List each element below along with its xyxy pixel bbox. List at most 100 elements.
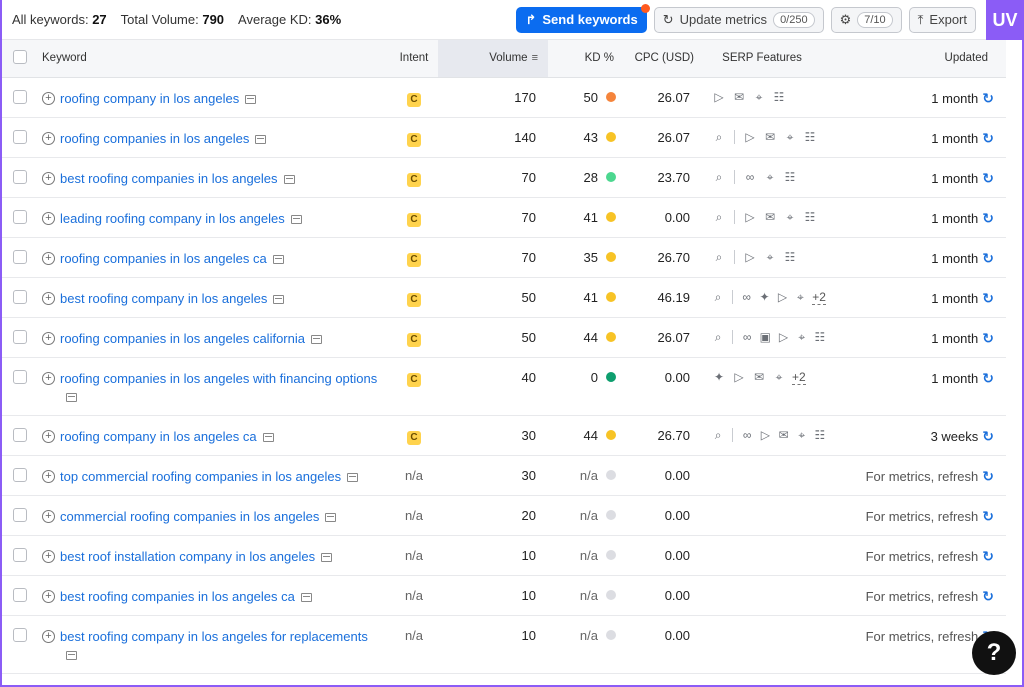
row-checkbox[interactable] — [13, 129, 27, 144]
refresh-icon[interactable]: ↻ — [982, 209, 994, 226]
video-icon[interactable]: ▷ — [777, 290, 788, 304]
local-pack-icon[interactable]: ⌖ — [786, 129, 794, 144]
add-plus-icon[interactable]: + — [42, 509, 55, 523]
sitelinks-icon[interactable]: ☷ — [773, 89, 785, 104]
keyword-link[interactable]: roofing companies in los angeles with fi… — [60, 370, 382, 406]
row-checkbox[interactable] — [13, 507, 27, 522]
refresh-icon[interactable]: ↻ — [982, 587, 994, 604]
row-checkbox[interactable] — [13, 169, 27, 184]
local-pack-icon[interactable]: ⌖ — [798, 427, 806, 442]
row-checkbox[interactable] — [13, 587, 27, 602]
sitelinks-icon[interactable]: ☷ — [804, 209, 816, 224]
keyword-link[interactable]: best roofing companies in los angeles — [60, 170, 295, 188]
local-pack-icon[interactable]: ⌖ — [798, 329, 806, 344]
add-plus-icon[interactable]: + — [42, 251, 55, 265]
row-checkbox[interactable] — [13, 329, 27, 344]
serp-page-icon[interactable] — [321, 552, 333, 562]
refresh-icon[interactable]: ↻ — [982, 507, 994, 524]
update-metrics-button[interactable]: ↻ Update metrics 0/250 — [653, 6, 824, 33]
faq-icon[interactable]: ✉ — [764, 209, 776, 224]
add-plus-icon[interactable]: + — [42, 429, 55, 443]
row-checkbox[interactable] — [13, 467, 27, 482]
extension-logo[interactable]: UV — [986, 0, 1022, 40]
serp-page-icon[interactable] — [272, 254, 284, 264]
keyword-link[interactable]: roofing companies in los angeles ca — [60, 250, 284, 268]
row-checkbox[interactable] — [13, 627, 27, 642]
serp-page-icon[interactable] — [325, 512, 337, 522]
add-plus-icon[interactable]: + — [42, 91, 55, 105]
settings-button[interactable]: ⚙ 7/10 — [830, 6, 902, 33]
refresh-icon[interactable]: ↻ — [982, 547, 994, 564]
keyword-link[interactable]: best roofing companies in los angeles ca — [60, 588, 312, 606]
serp-page-icon[interactable] — [273, 294, 285, 304]
search-result-icon[interactable]: ⌕ — [714, 329, 722, 344]
more-serp-features[interactable]: +2 — [812, 289, 826, 305]
refresh-icon[interactable]: ↻ — [982, 129, 994, 146]
help-button[interactable]: ? — [972, 631, 1016, 675]
add-plus-icon[interactable]: + — [42, 331, 55, 345]
serp-page-icon[interactable] — [245, 94, 257, 104]
col-intent[interactable]: Intent — [390, 40, 438, 78]
faq-icon[interactable]: ✉ — [733, 89, 745, 104]
refresh-icon[interactable]: ↻ — [982, 467, 994, 484]
knowledge-panel-icon[interactable]: ✦ — [713, 370, 725, 384]
local-pack-icon[interactable]: ⌖ — [786, 209, 794, 224]
sitelinks-icon[interactable]: ☷ — [804, 129, 816, 144]
video-icon[interactable]: ▷ — [778, 329, 789, 344]
col-updated[interactable]: Updated — [826, 40, 1006, 78]
refresh-icon[interactable]: ↻ — [982, 289, 994, 306]
add-plus-icon[interactable]: + — [42, 469, 55, 483]
keyword-link[interactable]: roofing company in los angeles — [60, 90, 257, 108]
refresh-icon[interactable]: ↻ — [982, 369, 994, 386]
faq-icon[interactable]: ✉ — [778, 427, 789, 442]
row-checkbox[interactable] — [13, 209, 27, 224]
link-icon[interactable]: ∞ — [745, 169, 755, 184]
add-plus-icon[interactable]: + — [42, 629, 55, 643]
add-plus-icon[interactable]: + — [42, 171, 55, 185]
more-serp-features[interactable]: +2 — [792, 369, 806, 385]
serp-page-icon[interactable] — [347, 472, 359, 482]
col-serp[interactable]: SERP Features — [698, 40, 826, 78]
add-plus-icon[interactable]: + — [42, 589, 55, 603]
local-pack-icon[interactable]: ⌖ — [755, 89, 763, 104]
add-plus-icon[interactable]: + — [42, 291, 55, 305]
search-result-icon[interactable]: ⌕ — [715, 129, 723, 144]
row-checkbox[interactable] — [13, 547, 27, 562]
video-icon[interactable]: ▷ — [745, 129, 755, 144]
export-button[interactable]: ⤒ Export — [908, 6, 976, 33]
refresh-icon[interactable]: ↻ — [982, 169, 994, 186]
refresh-icon[interactable]: ↻ — [982, 427, 994, 444]
serp-page-icon[interactable] — [66, 650, 77, 660]
serp-page-icon[interactable] — [300, 592, 312, 602]
video-icon[interactable]: ▷ — [760, 427, 770, 442]
refresh-icon[interactable]: ↻ — [982, 249, 994, 266]
serp-page-icon[interactable] — [290, 214, 302, 224]
sitelinks-icon[interactable]: ☷ — [784, 249, 796, 264]
add-plus-icon[interactable]: + — [42, 211, 55, 225]
col-volume[interactable]: Volume ≡ — [438, 40, 548, 78]
sitelinks-icon[interactable]: ☷ — [814, 427, 826, 442]
image-pack-icon[interactable]: ▣ — [759, 329, 772, 344]
add-plus-icon[interactable]: + — [42, 131, 55, 145]
faq-icon[interactable]: ✉ — [764, 129, 776, 144]
row-checkbox[interactable] — [13, 249, 27, 264]
keyword-link[interactable]: roofing company in los angeles ca — [60, 428, 274, 446]
search-result-icon[interactable]: ⌕ — [715, 169, 723, 184]
search-result-icon[interactable]: ⌕ — [714, 290, 722, 304]
sitelinks-icon[interactable]: ☷ — [784, 169, 796, 184]
keyword-link[interactable]: best roofing company in los angeles — [60, 290, 285, 308]
serp-page-icon[interactable] — [283, 174, 295, 184]
sitelinks-icon[interactable]: ☷ — [814, 329, 826, 344]
knowledge-panel-icon[interactable]: ✦ — [759, 290, 770, 304]
keyword-link[interactable]: best roof installation company in los an… — [60, 548, 333, 566]
link-icon[interactable]: ∞ — [742, 427, 752, 442]
row-checkbox[interactable] — [13, 89, 27, 104]
row-checkbox[interactable] — [13, 427, 27, 442]
link-icon[interactable]: ∞ — [742, 329, 752, 344]
keyword-link[interactable]: commercial roofing companies in los ange… — [60, 508, 337, 526]
link-icon[interactable]: ∞ — [742, 290, 751, 304]
send-keywords-button[interactable]: ↱ Send keywords — [516, 3, 650, 33]
keyword-link[interactable]: roofing companies in los angeles — [60, 130, 267, 148]
refresh-icon[interactable]: ↻ — [982, 89, 994, 106]
video-icon[interactable]: ▷ — [734, 370, 744, 384]
